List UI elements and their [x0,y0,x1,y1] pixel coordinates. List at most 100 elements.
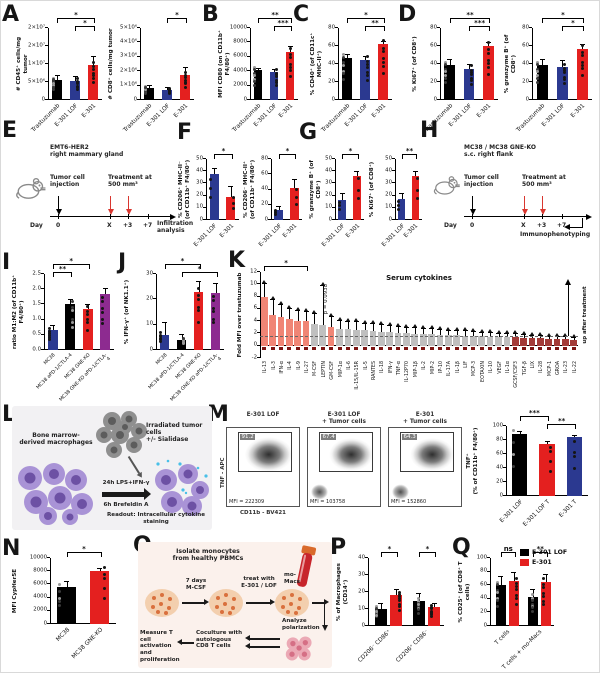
below-baseline-points [337,346,342,350]
bar [461,335,469,346]
data-point [512,428,516,432]
bar [269,315,276,346]
y-tick-label: 20 [496,478,503,485]
plot-area: 0 10 20 30 40 50 [196,155,239,222]
y-axis-label: MFI CypHer5E [12,568,18,614]
data-point [294,202,298,206]
flow-plot-group: E-301 LOF + Tumor cells 67.4 MFI = 103758 [307,412,381,507]
y-axis-label: TNF⁺ (% of CD11b⁺ F4/80⁺) [466,427,479,495]
x-axis [44,349,114,350]
error-cap [353,321,359,323]
data-point [274,84,278,88]
panel-letter-h: H [420,118,439,143]
below-baseline-points [496,346,501,350]
y-tick [268,219,271,220]
x-axis [206,219,239,220]
data-point [495,580,499,584]
significance-label: ** [558,416,566,425]
dayx-label: X [521,222,526,229]
data-point [536,62,540,66]
y-axis-label: % granzyme B⁺ (of CD8⁺) [309,160,322,219]
data-point-marker [446,326,451,330]
y-tick-label: 4×10⁶ [120,38,137,45]
y-tick-label: 40 [325,167,332,174]
data-point-marker [538,331,543,335]
y-tick-label: 100 [476,554,487,561]
data-point [381,39,385,43]
error-bar [75,77,76,81]
data-point [512,452,516,456]
error-cap [387,325,393,327]
bar [390,595,402,626]
infiltration-analysis-label: Infiltration analysis [157,220,194,235]
y-tick [45,81,48,82]
bar [274,210,283,220]
data-point [381,61,385,65]
error-cap [559,60,565,62]
y-tick-label: 20 [430,78,437,85]
data-point [549,446,553,450]
data-point [76,85,79,89]
below-baseline-points [421,346,426,350]
below-baseline-points [270,346,275,350]
error-cap [512,333,518,335]
error-bar [339,321,341,329]
below-baseline-points [488,346,493,350]
flow-density-blob [227,428,299,506]
data-point [366,65,369,69]
y-tick-label: 3×10⁶ [120,53,137,60]
y-tick [257,344,260,346]
error-bar [434,603,436,608]
y-axis-label: Fold MFI over trastuzumab [237,272,243,358]
data-point [549,459,553,463]
error-bar [562,61,563,67]
y-tick [247,70,250,72]
significance-bracket: * [542,11,584,23]
error-cap [146,84,152,86]
y-axis [338,28,339,100]
data-point [209,196,213,200]
error-bar [347,321,349,330]
data-point [415,177,419,181]
significance-bracket: * [75,19,95,31]
bar [360,59,370,100]
measure-label: Measure T cell activation and proliferat… [140,630,180,663]
bar [539,444,555,496]
y-tick-label: 0 [149,346,153,353]
x-category-label: IFN-α [279,361,285,374]
error-cap [72,76,78,78]
data-point [86,320,90,324]
bar [159,334,170,350]
data-point [536,67,540,71]
y-tick [153,349,156,350]
legend-item-e301: E-301 [520,559,567,566]
analysis-elbow [324,604,326,626]
flow-y-axis-label: TNF - APC [220,457,226,488]
error-bar [331,317,333,328]
significance-label: ** [536,544,544,553]
bar [52,80,62,100]
tick-day7 [148,214,149,219]
flow-plot-title: E-301 LOF + Tumor cells [321,412,366,425]
x-category-label: E-301 LOF T [522,499,552,528]
error-bar [513,572,515,582]
data-point [101,310,105,314]
error-cap [466,63,472,65]
data-point [71,317,75,321]
significance-label: * [69,256,74,265]
y-tick-label: 30 [196,179,203,186]
y-tick-label: 80 [496,436,503,443]
flow-x-axis-label: CD11b - BV421 [240,510,287,516]
y-tick [365,591,368,592]
data-point [211,317,215,321]
y-tick-label: 4 [253,317,257,324]
data-point [47,338,51,342]
x-category-label: IL-2 [422,361,428,370]
data-point [417,606,421,610]
significance-label: *** [528,408,540,417]
data-point [51,88,55,92]
plot-area: 0 10 20 30 [146,270,224,352]
data-point [381,64,385,68]
error-cap [354,171,360,173]
bar [411,176,419,220]
